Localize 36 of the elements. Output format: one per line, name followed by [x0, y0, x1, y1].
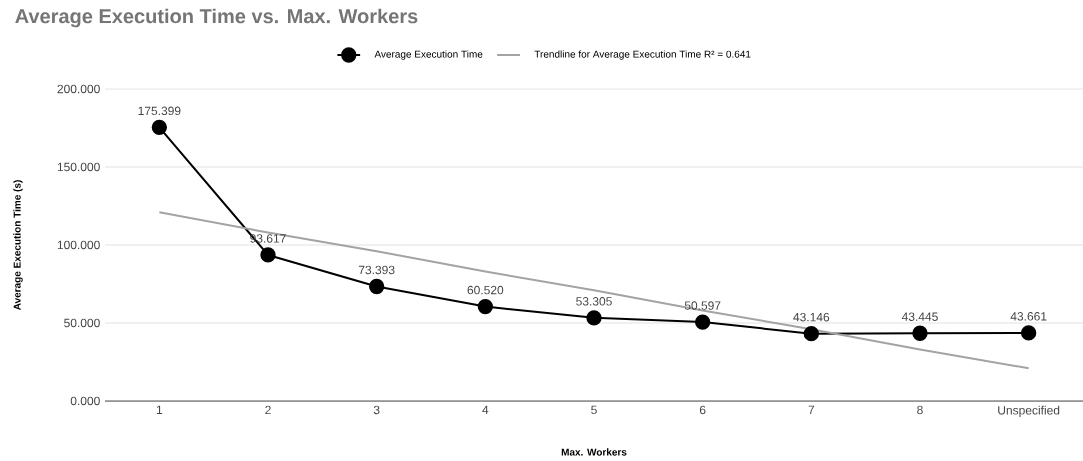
y-tick-label: 50.000: [64, 318, 100, 328]
point: [151, 119, 168, 136]
data-label: 43.661: [1010, 312, 1047, 321]
point: [1020, 325, 1037, 341]
point: [912, 325, 928, 341]
x-tick-label: 4: [482, 405, 489, 414]
x-tick-label: 8: [917, 405, 923, 415]
data-label: 43.445: [901, 312, 938, 321]
point: [803, 326, 819, 342]
x-tick-label: 5: [591, 405, 597, 415]
x-tick-label: 1: [156, 405, 163, 414]
x-axis-title: Max. Workers: [561, 448, 627, 456]
y-tick-label: 200.000: [57, 84, 100, 94]
y-tick-label: 100.000: [57, 240, 100, 250]
data-label: 73.393: [358, 265, 395, 275]
y-axis-title: Average Execution Time (s): [13, 180, 23, 311]
point: [694, 314, 711, 330]
x-tick-label: 2: [265, 405, 271, 415]
x-tick-label: 6: [699, 405, 706, 415]
point: [477, 298, 493, 315]
data-label: 60.520: [467, 285, 504, 295]
data-label: 175.399: [138, 106, 181, 116]
legend-label: Average Execution Time: [374, 50, 483, 60]
data-label: 43.146: [793, 312, 830, 322]
x-tick-label: Unspecified: [998, 405, 1060, 417]
y-tick-label: 150.000: [57, 162, 100, 172]
y-tick-label: 0.000: [70, 396, 100, 406]
x-tick-label: 7: [808, 405, 815, 414]
x-tick-label: 3: [373, 405, 380, 415]
point: [260, 247, 276, 263]
point: [586, 310, 602, 326]
chart-title: Average Execution Time vs. Max. Workers: [15, 8, 418, 28]
point: [369, 278, 385, 295]
data-label: 50.597: [684, 301, 721, 310]
legend-label: Trendline for Average Execution Time R² = 0.641: [534, 50, 751, 60]
data-label: 53.305: [576, 297, 612, 306]
